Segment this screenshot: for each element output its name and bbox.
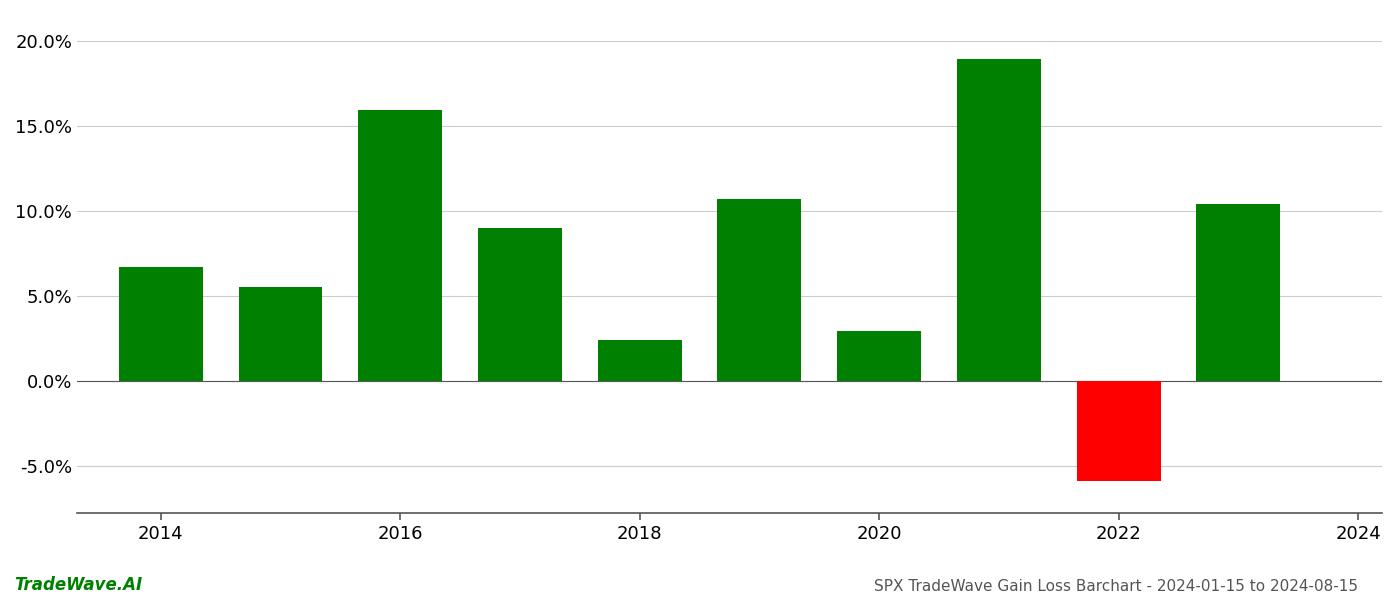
- Bar: [238, 287, 322, 380]
- Text: TradeWave.AI: TradeWave.AI: [14, 576, 143, 594]
- Bar: [119, 266, 203, 380]
- Bar: [717, 199, 801, 380]
- Bar: [1077, 380, 1161, 481]
- Bar: [958, 59, 1040, 380]
- Bar: [358, 110, 442, 380]
- Bar: [598, 340, 682, 380]
- Bar: [837, 331, 921, 380]
- Text: SPX TradeWave Gain Loss Barchart - 2024-01-15 to 2024-08-15: SPX TradeWave Gain Loss Barchart - 2024-…: [874, 579, 1358, 594]
- Bar: [1197, 204, 1280, 380]
- Bar: [477, 227, 561, 380]
